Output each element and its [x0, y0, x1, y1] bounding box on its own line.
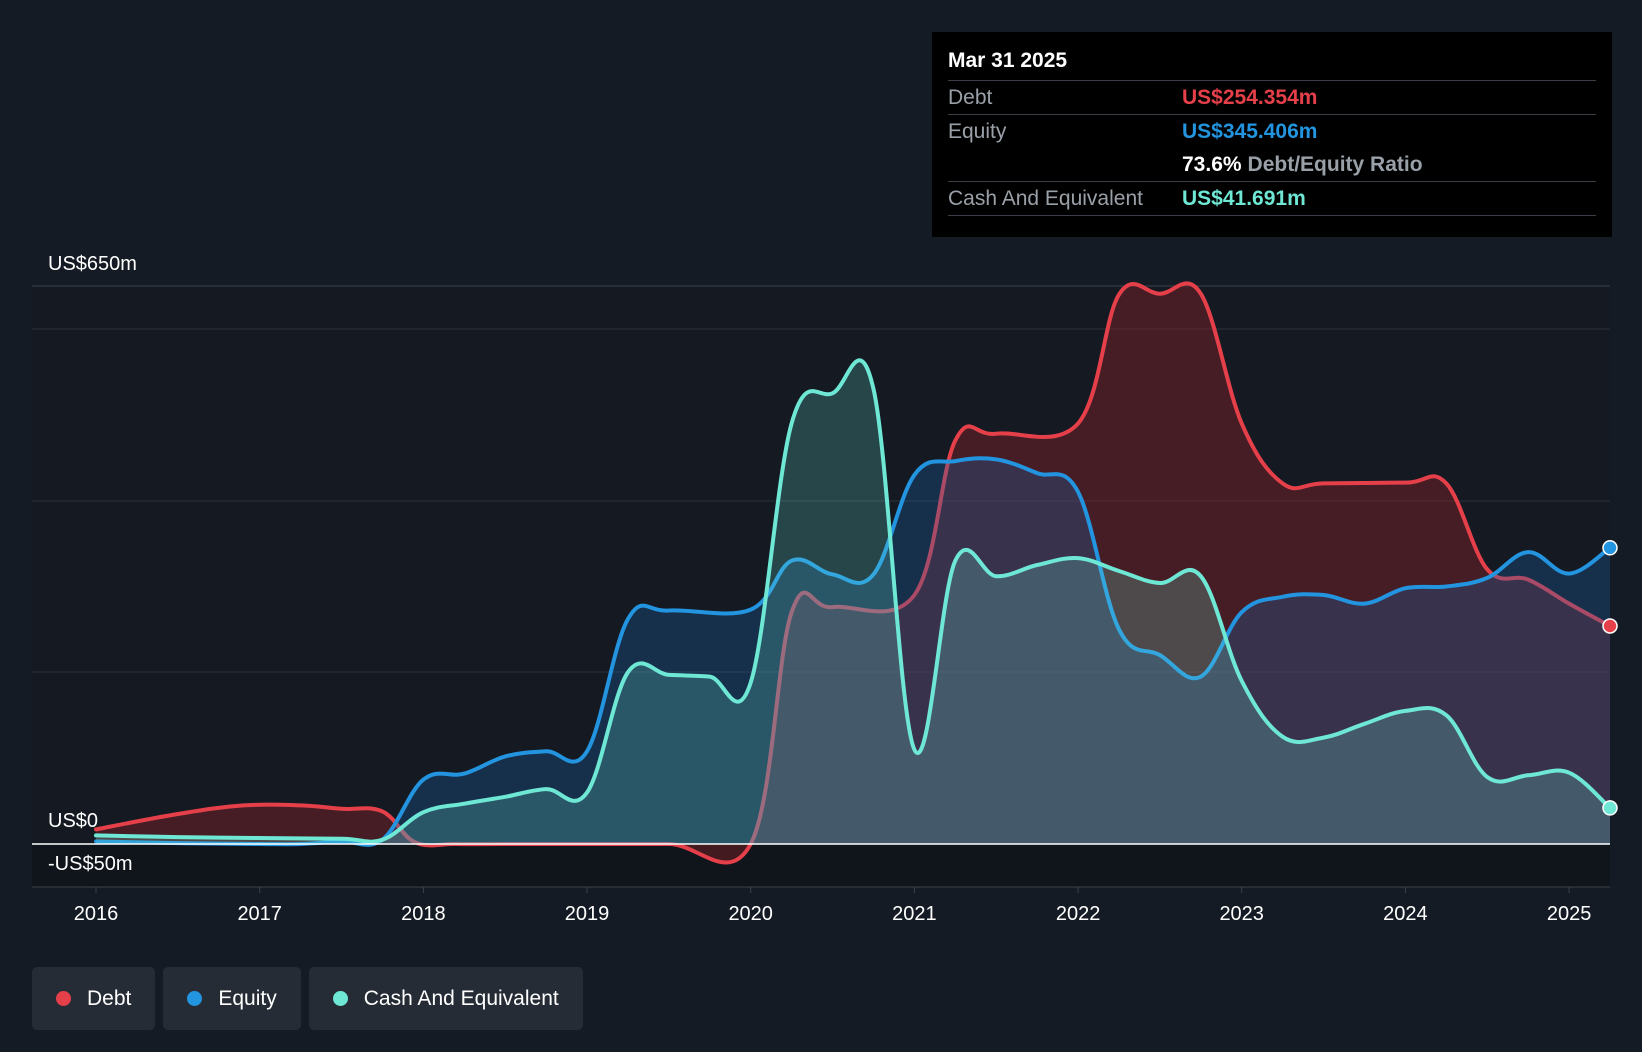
legend-label-cash: Cash And Equivalent — [363, 986, 559, 1010]
debt-end-marker[interactable] — [1602, 618, 1618, 634]
legend-label-debt: Debt — [87, 986, 132, 1010]
series-layer — [94, 281, 1612, 865]
tooltip: Mar 31 2025 Debt US$254.354m Equity US$3… — [932, 32, 1612, 237]
tooltip-row-equity: Equity US$345.406m — [948, 114, 1596, 148]
x-tick-label-2022: 2022 — [1056, 903, 1101, 925]
y-tick-label-top: US$650m — [48, 253, 137, 275]
legend-label-equity: Equity — [218, 986, 277, 1010]
legend-item-equity[interactable]: Equity — [163, 967, 301, 1030]
end-markers — [1602, 540, 1618, 816]
x-tick-label-2018: 2018 — [401, 903, 446, 925]
legend-dot-cash — [332, 991, 348, 1006]
debt-area — [96, 283, 1610, 863]
tooltip-ratio-label: Debt/Equity Ratio — [1247, 153, 1423, 176]
tooltip-debt-label: Debt — [948, 86, 993, 109]
x-axis-ticks: 2016 2017 2018 2019 2020 2021 2022 2023 2024 2025 — [74, 887, 1592, 925]
y-tick-label-zero: US$0 — [48, 810, 98, 832]
negative-region-background — [32, 845, 1610, 887]
cash-and-equivalent-line — [94, 358, 1612, 844]
legend-item-cash[interactable]: Cash And Equivalent — [308, 967, 583, 1030]
x-tick-label-2017: 2017 — [237, 903, 282, 925]
tooltip-equity-label: Equity — [948, 120, 1007, 143]
tooltip-cash-label: Cash And Equivalent — [948, 187, 1143, 210]
cash-and-equivalent-area — [96, 360, 1610, 844]
equity-area — [96, 458, 1610, 845]
debt-line — [94, 281, 1612, 865]
legend-item-debt[interactable]: Debt — [32, 967, 156, 1030]
tooltip-row-ratio: 73.6% Debt/Equity Ratio — [948, 148, 1596, 181]
legend-dot-equity — [187, 991, 203, 1006]
equity-line — [94, 456, 1612, 847]
plot-area-background — [32, 285, 1610, 845]
tooltip-cash-value: US$41.691m — [1182, 187, 1306, 210]
x-tick-label-2024: 2024 — [1383, 903, 1428, 925]
tooltip-row-debt: Debt US$254.354m — [948, 80, 1596, 114]
tooltip-equity-value: US$345.406m — [1182, 120, 1318, 143]
x-tick-label-2019: 2019 — [565, 903, 610, 925]
x-tick-label-2025: 2025 — [1547, 903, 1592, 925]
x-tick-label-2020: 2020 — [728, 903, 773, 925]
legend-dot-debt — [56, 991, 71, 1006]
tooltip-ratio-value: 73.6% — [1182, 153, 1242, 176]
cash-and-equivalent-end-marker[interactable] — [1602, 800, 1618, 816]
x-tick-label-2021: 2021 — [892, 903, 937, 925]
equity-end-marker[interactable] — [1602, 540, 1618, 556]
tooltip-debt-value: US$254.354m — [1182, 86, 1318, 109]
tooltip-date: Mar 31 2025 — [948, 49, 1068, 72]
x-tick-label-2016: 2016 — [74, 903, 119, 925]
y-tick-label-bottom: -US$50m — [48, 853, 132, 875]
tooltip-row-cash: Cash And Equivalent US$41.691m — [948, 181, 1596, 216]
legend: Debt Equity Cash And Equivalent — [32, 967, 583, 1030]
x-tick-label-2023: 2023 — [1219, 903, 1264, 925]
